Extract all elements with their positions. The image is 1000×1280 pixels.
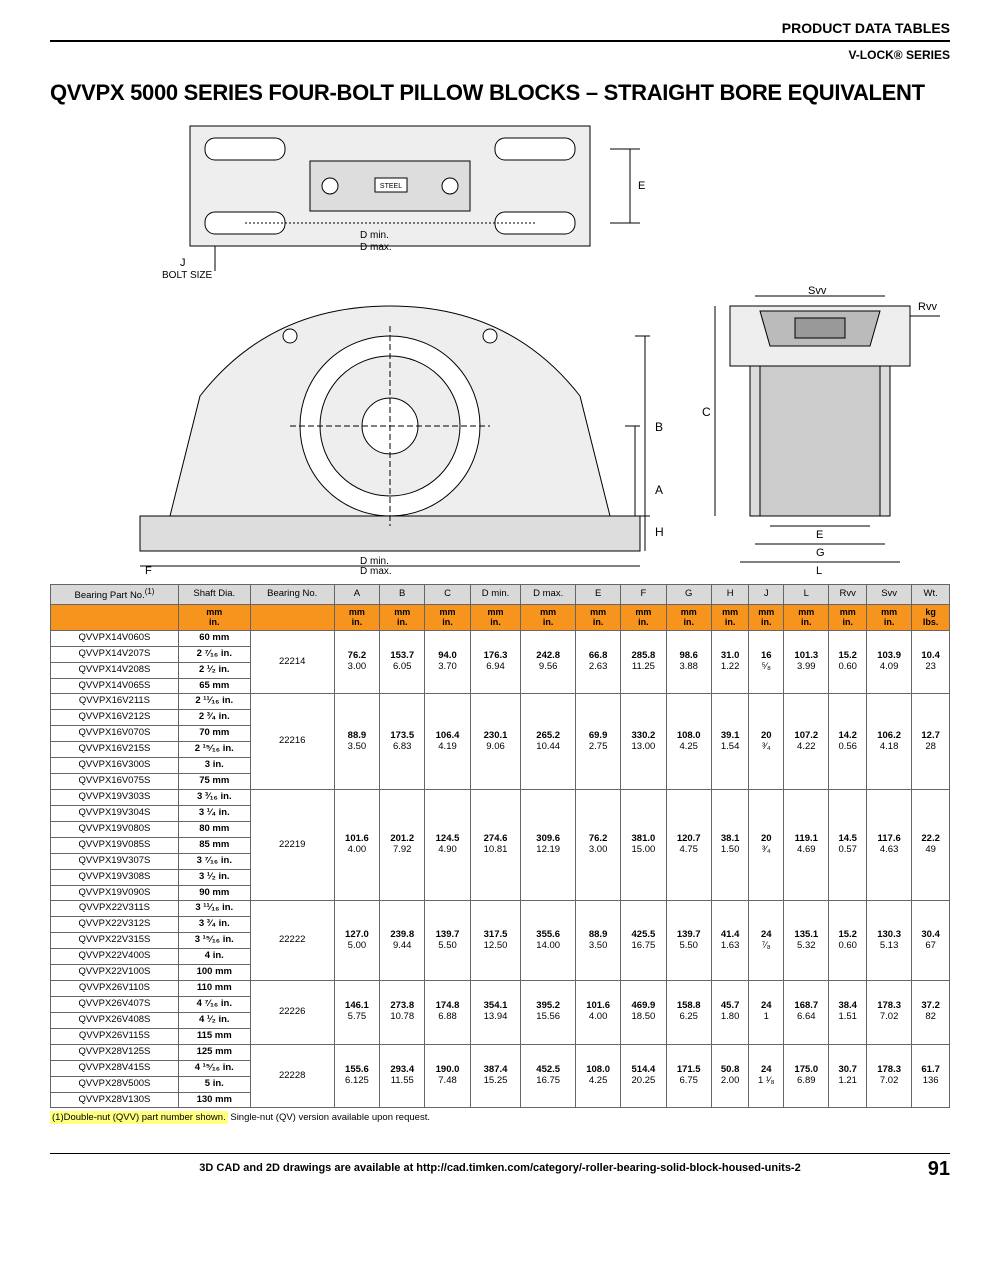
series-header: V-LOCK® SERIES xyxy=(50,48,950,62)
svg-text:E: E xyxy=(638,180,645,192)
svg-text:Svv: Svv xyxy=(808,286,827,297)
svg-text:BOLT SIZE: BOLT SIZE xyxy=(162,270,213,281)
svg-text:A: A xyxy=(655,483,663,497)
svg-text:L: L xyxy=(816,565,822,576)
page-number: 91 xyxy=(928,1158,950,1181)
svg-text:H: H xyxy=(655,525,664,539)
svg-text:C: C xyxy=(702,405,711,419)
svg-text:D max.: D max. xyxy=(360,242,392,253)
page-footer: 3D CAD and 2D drawings are available at … xyxy=(50,1153,950,1174)
svg-text:E: E xyxy=(816,529,823,541)
svg-text:B: B xyxy=(655,420,663,434)
svg-text:STEEL: STEEL xyxy=(380,183,402,190)
footnote: (1)Double-nut (QVV) part number shown. S… xyxy=(50,1112,950,1123)
svg-text:D max.: D max. xyxy=(360,566,392,576)
svg-text:G: G xyxy=(816,547,825,559)
svg-text:D min.: D min. xyxy=(360,230,389,241)
svg-text:Rvv: Rvv xyxy=(918,301,937,313)
page-title: QVVPX 5000 SERIES FOUR-BOLT PILLOW BLOCK… xyxy=(50,80,950,106)
dimension-table: Bearing Part No.(1)Shaft Dia.Bearing No.… xyxy=(50,584,950,1108)
svg-text:J: J xyxy=(180,257,186,269)
technical-diagrams: STEEL E J BOLT SIZE D min. D max. xyxy=(50,116,950,576)
section-header: PRODUCT DATA TABLES xyxy=(50,20,950,42)
svg-text:F: F xyxy=(145,565,152,576)
